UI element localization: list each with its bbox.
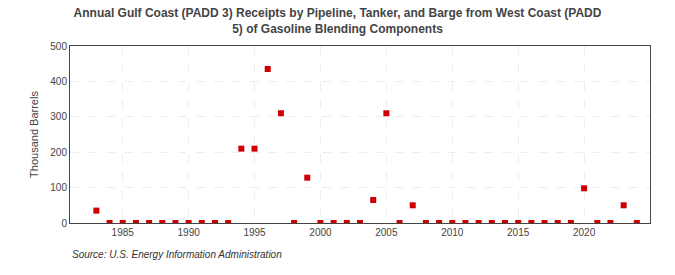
svg-text:2005: 2005: [375, 227, 398, 238]
svg-text:2000: 2000: [309, 227, 332, 238]
svg-text:Source: U.S. Energy Informatio: Source: U.S. Energy Information Administ…: [72, 249, 282, 260]
svg-text:100: 100: [50, 182, 67, 193]
svg-text:Annual Gulf Coast (PADD 3) Rec: Annual Gulf Coast (PADD 3) Receipts by P…: [74, 6, 602, 36]
svg-text:500: 500: [50, 41, 67, 52]
svg-text:Thousand Barrels: Thousand Barrels: [28, 91, 40, 178]
svg-text:2015: 2015: [507, 227, 530, 238]
svg-text:2010: 2010: [441, 227, 464, 238]
svg-text:1985: 1985: [112, 227, 135, 238]
svg-text:1990: 1990: [178, 227, 201, 238]
svg-text:2020: 2020: [573, 227, 596, 238]
svg-text:1995: 1995: [243, 227, 266, 238]
svg-text:400: 400: [50, 76, 67, 87]
svg-text:0: 0: [61, 218, 67, 229]
svg-text:300: 300: [50, 111, 67, 122]
svg-text:200: 200: [50, 147, 67, 158]
